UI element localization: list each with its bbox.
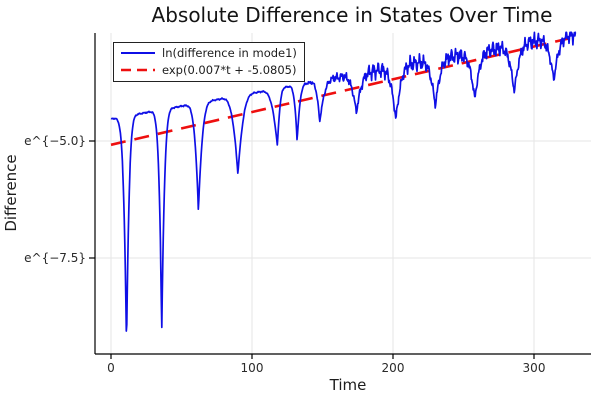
x-tick-label-0: 0 bbox=[107, 361, 115, 375]
gridlines bbox=[95, 33, 591, 354]
x-axis-label: Time bbox=[329, 376, 367, 394]
legend-box: ln(difference in mode1) exp(0.007*t + -5… bbox=[113, 42, 305, 82]
difference-series bbox=[110, 31, 577, 332]
blue-solid-line-icon bbox=[121, 52, 155, 54]
axes-spines bbox=[94, 33, 591, 355]
red-dashed-line-icon bbox=[121, 68, 155, 72]
y-axis-label: Difference bbox=[2, 154, 20, 231]
legend-label-fit: exp(0.007*t + -5.0805) bbox=[162, 63, 297, 77]
legend-label-difference: ln(difference in mode1) bbox=[162, 46, 297, 60]
y-tick-label-e-5: e^{−5.0} bbox=[24, 134, 86, 148]
y-tick-label-e-7.5: e^{−7.5} bbox=[24, 251, 86, 265]
legend-entry-difference: ln(difference in mode1) bbox=[120, 45, 297, 61]
legend-entry-fit: exp(0.007*t + -5.0805) bbox=[120, 62, 297, 78]
x-tick-label-300: 300 bbox=[523, 361, 546, 375]
x-tick-label-100: 100 bbox=[241, 361, 264, 375]
x-tick-label-200: 200 bbox=[382, 361, 405, 375]
fit-line-series bbox=[110, 35, 577, 147]
chart-title: Absolute Difference in States Over Time bbox=[152, 3, 553, 27]
tick-marks bbox=[89, 140, 535, 359]
